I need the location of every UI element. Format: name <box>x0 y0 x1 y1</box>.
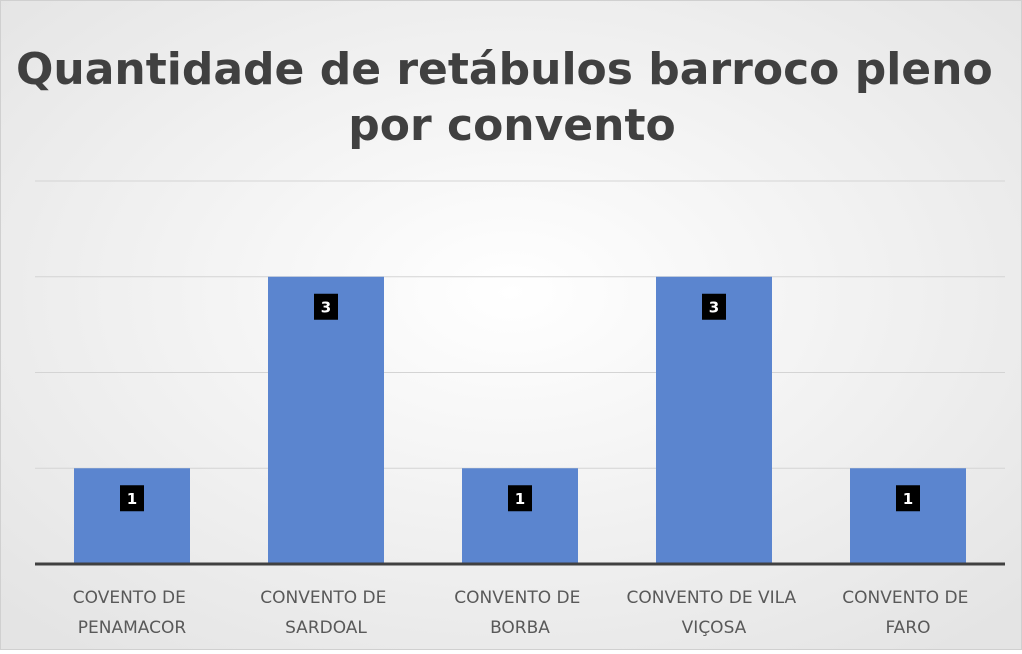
x-tick-label: CONVENTO DE BORBA <box>454 588 585 638</box>
x-tick-label: CONVENTO DE FARO <box>842 588 973 638</box>
data-label-box <box>508 485 532 512</box>
x-tick-label: CONVENTO DE VILA VIÇOSA <box>627 588 802 638</box>
data-label-box <box>702 293 726 320</box>
bar <box>74 468 190 564</box>
bar <box>850 468 966 564</box>
bar <box>656 276 772 564</box>
data-label-box <box>896 485 920 512</box>
x-tick-label: CONVENTO DE SARDOAL <box>260 588 391 638</box>
chart-title: Quantidade de retábulos barroco pleno po… <box>16 44 1008 151</box>
data-label-box <box>120 485 144 512</box>
bar <box>268 276 384 564</box>
data-label: 1 <box>127 490 137 508</box>
data-label-box <box>314 293 338 320</box>
bar <box>462 468 578 564</box>
data-label: 1 <box>903 490 913 508</box>
x-tick-label: COVENTO DE PENAMACOR <box>73 588 191 638</box>
data-label: 3 <box>709 298 719 316</box>
data-label: 1 <box>515 490 525 508</box>
data-label: 3 <box>321 298 331 316</box>
